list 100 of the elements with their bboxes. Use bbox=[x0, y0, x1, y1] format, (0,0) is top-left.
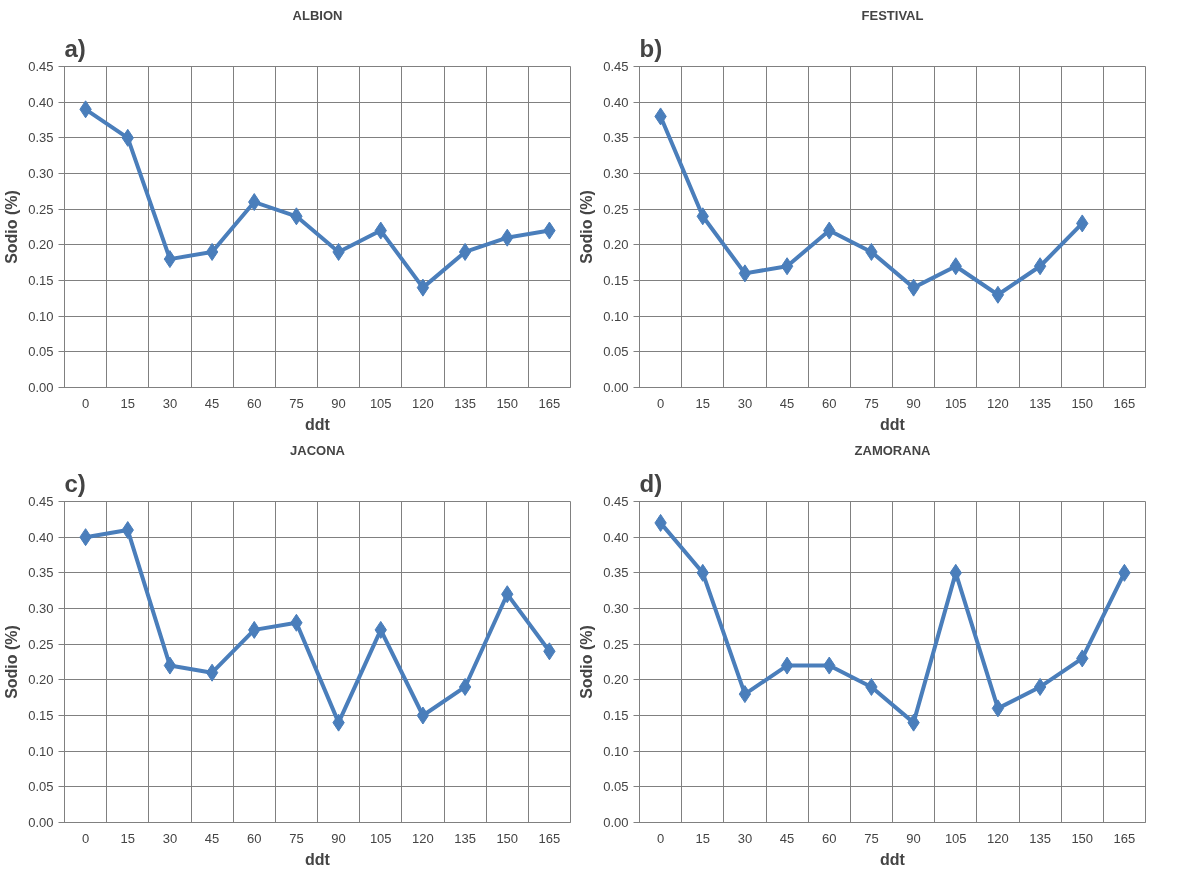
x-tick-label: 105 bbox=[369, 395, 392, 411]
text: d) bbox=[639, 469, 663, 497]
y-tick-label: 0.15 bbox=[603, 708, 629, 723]
x-axis-title: ddt bbox=[305, 415, 331, 433]
y-tick-label: 0.20 bbox=[28, 237, 54, 253]
x-axis-title: ddt bbox=[880, 415, 906, 433]
y-tick-label: 0.35 bbox=[603, 565, 629, 581]
y-tick-label: 0.25 bbox=[603, 201, 629, 217]
x-tick-label: 150 bbox=[496, 830, 519, 846]
y-tick-label: 0.35 bbox=[603, 130, 629, 146]
x-tick-label: 165 bbox=[538, 395, 561, 411]
x-tick-label: 150 bbox=[1071, 830, 1094, 846]
x-tick-label: 30 bbox=[162, 830, 178, 846]
x-axis-title: ddt bbox=[305, 850, 331, 868]
x-tick-label: 90 bbox=[906, 830, 921, 846]
x-tick-label: 165 bbox=[538, 830, 561, 846]
x-tick-label: 15 bbox=[695, 830, 710, 846]
x-tick-label: 30 bbox=[737, 830, 753, 846]
x-tick-label: 75 bbox=[864, 395, 879, 411]
x-tick-label: 135 bbox=[454, 830, 476, 846]
x-tick-label: 15 bbox=[695, 395, 710, 411]
y-tick-label: 0.30 bbox=[603, 166, 629, 181]
y-tick-label: 0.30 bbox=[28, 166, 54, 181]
y-tick-label: 0.05 bbox=[603, 779, 629, 795]
x-tick-label: 0 bbox=[81, 395, 90, 411]
x-tick-label: 75 bbox=[289, 395, 304, 411]
y-tick-label: 0.40 bbox=[28, 529, 54, 545]
x-tick-label: 135 bbox=[1029, 830, 1051, 846]
y-axis-title: Sodio (%) bbox=[578, 190, 596, 264]
x-tick-label: 15 bbox=[120, 395, 135, 411]
y-axis-title: Sodio (%) bbox=[3, 625, 21, 699]
x-tick-label: 165 bbox=[1113, 830, 1136, 846]
y-tick-label: 0.30 bbox=[603, 601, 629, 616]
x-tick-label: 15 bbox=[120, 830, 135, 846]
y-tick-label: 0.20 bbox=[603, 237, 629, 253]
x-tick-label: 105 bbox=[369, 830, 392, 846]
y-tick-label: 0.40 bbox=[28, 94, 54, 110]
x-tick-label: 75 bbox=[864, 830, 879, 846]
y-tick-label: 0.10 bbox=[603, 308, 629, 324]
x-tick-label: 120 bbox=[412, 830, 434, 846]
y-tick-label: 0.00 bbox=[603, 815, 629, 830]
y-tick-label: 0.20 bbox=[603, 672, 629, 688]
y-tick-label: 0.10 bbox=[28, 743, 54, 759]
x-tick-label: 60 bbox=[822, 395, 837, 411]
x-tick-label: 135 bbox=[1029, 395, 1051, 411]
chart-title: ZAMORANA bbox=[854, 442, 932, 458]
x-tick-label: 30 bbox=[162, 395, 178, 411]
y-tick-label: 0.45 bbox=[28, 494, 54, 509]
x-tick-label: 135 bbox=[454, 395, 476, 411]
x-tick-label: 0 bbox=[656, 830, 665, 846]
x-tick-label: 45 bbox=[204, 395, 220, 411]
y-tick-label: 0.45 bbox=[28, 59, 54, 74]
x-tick-label: 105 bbox=[944, 395, 967, 411]
chart-title: JACONA bbox=[290, 442, 346, 458]
x-tick-label: 0 bbox=[656, 395, 665, 411]
y-tick-label: 0.00 bbox=[28, 380, 54, 395]
x-tick-label: 75 bbox=[289, 830, 304, 846]
y-tick-label: 0.15 bbox=[28, 273, 54, 288]
x-tick-label: 0 bbox=[81, 830, 90, 846]
x-tick-label: 30 bbox=[737, 395, 753, 411]
x-tick-label: 90 bbox=[906, 395, 921, 411]
y-tick-label: 0.45 bbox=[603, 59, 629, 74]
y-tick-label: 0.20 bbox=[28, 672, 54, 688]
y-axis-title: Sodio (%) bbox=[3, 190, 21, 264]
x-tick-label: 105 bbox=[944, 830, 967, 846]
chart-title: FESTIVAL bbox=[861, 7, 924, 23]
x-tick-label: 45 bbox=[779, 395, 795, 411]
y-tick-label: 0.30 bbox=[28, 601, 54, 616]
y-tick-label: 0.45 bbox=[603, 494, 629, 509]
x-tick-label: 120 bbox=[987, 395, 1009, 411]
y-tick-label: 0.35 bbox=[28, 130, 54, 146]
y-tick-label: 0.10 bbox=[28, 308, 54, 324]
y-tick-label: 0.05 bbox=[28, 779, 54, 795]
x-tick-label: 120 bbox=[412, 395, 434, 411]
y-tick-label: 0.05 bbox=[603, 344, 629, 360]
text: a) bbox=[64, 34, 86, 62]
y-tick-label: 0.40 bbox=[603, 94, 629, 110]
y-tick-label: 0.00 bbox=[603, 380, 629, 395]
x-tick-label: 120 bbox=[987, 830, 1009, 846]
x-axis-title: ddt bbox=[880, 850, 906, 868]
y-tick-label: 0.00 bbox=[28, 815, 54, 830]
y-tick-label: 0.25 bbox=[28, 636, 54, 652]
y-tick-label: 0.05 bbox=[28, 344, 54, 360]
x-tick-label: 150 bbox=[496, 395, 519, 411]
y-tick-label: 0.35 bbox=[28, 565, 54, 581]
x-tick-label: 150 bbox=[1071, 395, 1094, 411]
text: c) bbox=[64, 469, 86, 497]
x-tick-label: 60 bbox=[822, 830, 837, 846]
y-tick-label: 0.15 bbox=[603, 273, 629, 288]
x-tick-label: 45 bbox=[204, 830, 220, 846]
y-tick-label: 0.10 bbox=[603, 743, 629, 759]
y-tick-label: 0.25 bbox=[603, 636, 629, 652]
y-tick-label: 0.15 bbox=[28, 708, 54, 723]
y-tick-label: 0.40 bbox=[603, 529, 629, 545]
y-axis-title: Sodio (%) bbox=[578, 625, 596, 699]
x-tick-label: 60 bbox=[247, 395, 262, 411]
y-tick-label: 0.25 bbox=[28, 201, 54, 217]
x-tick-label: 90 bbox=[331, 395, 346, 411]
chart-title: ALBION bbox=[292, 7, 343, 23]
x-tick-label: 45 bbox=[779, 830, 795, 846]
